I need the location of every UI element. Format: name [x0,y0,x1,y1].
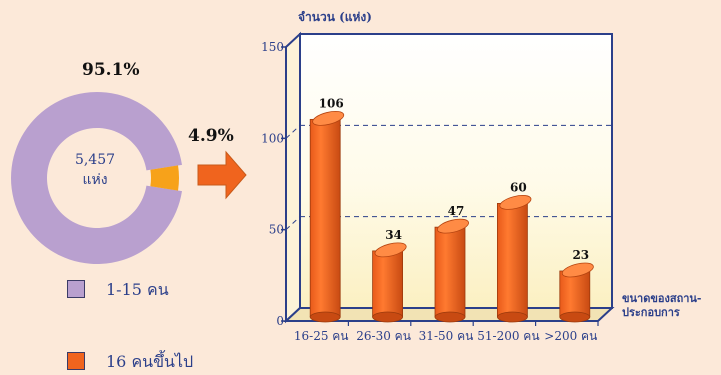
x-category-label: 16-25 คน [294,329,349,343]
bar-cap [312,110,345,126]
donut-center-count: 5,457 [74,152,116,168]
bar-base [372,311,404,323]
donut-slice-0 [11,91,182,264]
y-tick-label: 150 [261,40,284,54]
bar-cap [437,218,469,234]
bar-cap [561,262,594,278]
y-tick-label: 50 [269,223,284,237]
bar [496,195,532,323]
x-axis-label-line1: ขนาดของสถาน- [622,292,702,305]
legend-label-16-up: 16 คนขึ้นไป [106,352,194,371]
bar-body [496,202,528,318]
bar-body [372,250,404,318]
bar-body [559,270,591,318]
legend-swatch-1-15 [67,280,85,298]
x-axis-label: ขนาดของสถาน- ประกอบการ [622,292,702,320]
chart-side-wall [285,31,301,324]
y-axis-label: จำนวน (แห่ง) [298,10,372,24]
donut-center-label: 5,457 แห่ง [60,150,130,190]
bar-body [434,226,466,318]
donut-slice-1 [150,165,179,191]
x-category-label: >200 คน [544,329,597,343]
bar [434,218,469,323]
x-axis-label-line2: ประกอบการ [622,306,680,319]
bar-value-label: 23 [572,248,589,262]
bar-base [309,311,341,323]
bar-body [309,118,341,318]
x-category-label: 51-200 คน [477,329,539,343]
bar-base [497,311,528,323]
bar-value-label: 106 [319,96,344,110]
y-tick-label: 100 [261,131,284,145]
y-tick-label: 0 [276,314,284,328]
gridline-depth [285,124,301,139]
bar-value-label: 60 [510,180,527,194]
bar-value-label: 34 [385,228,402,242]
gridline-depth [285,216,301,231]
donut-center-unit: แห่ง [82,172,108,188]
bar-value-label: 47 [448,204,465,218]
bar-cap [499,195,532,210]
donut-percent-small: 4.9% [188,126,234,146]
bar [372,242,407,323]
bar-cap [374,242,407,258]
bar [559,262,594,323]
donut-percent-large: 95.1% [82,60,140,80]
arrow-right-icon [197,150,247,200]
legend-swatch-16-up [67,352,85,370]
legend-label-1-15: 1-15 คน [106,280,169,299]
donut-chart [11,91,182,264]
bar-base [559,311,591,323]
bar [309,110,345,323]
x-category-label: 31-50 คน [419,329,474,343]
x-category-label: 26-30 คน [356,329,411,343]
bar-base [434,311,466,323]
